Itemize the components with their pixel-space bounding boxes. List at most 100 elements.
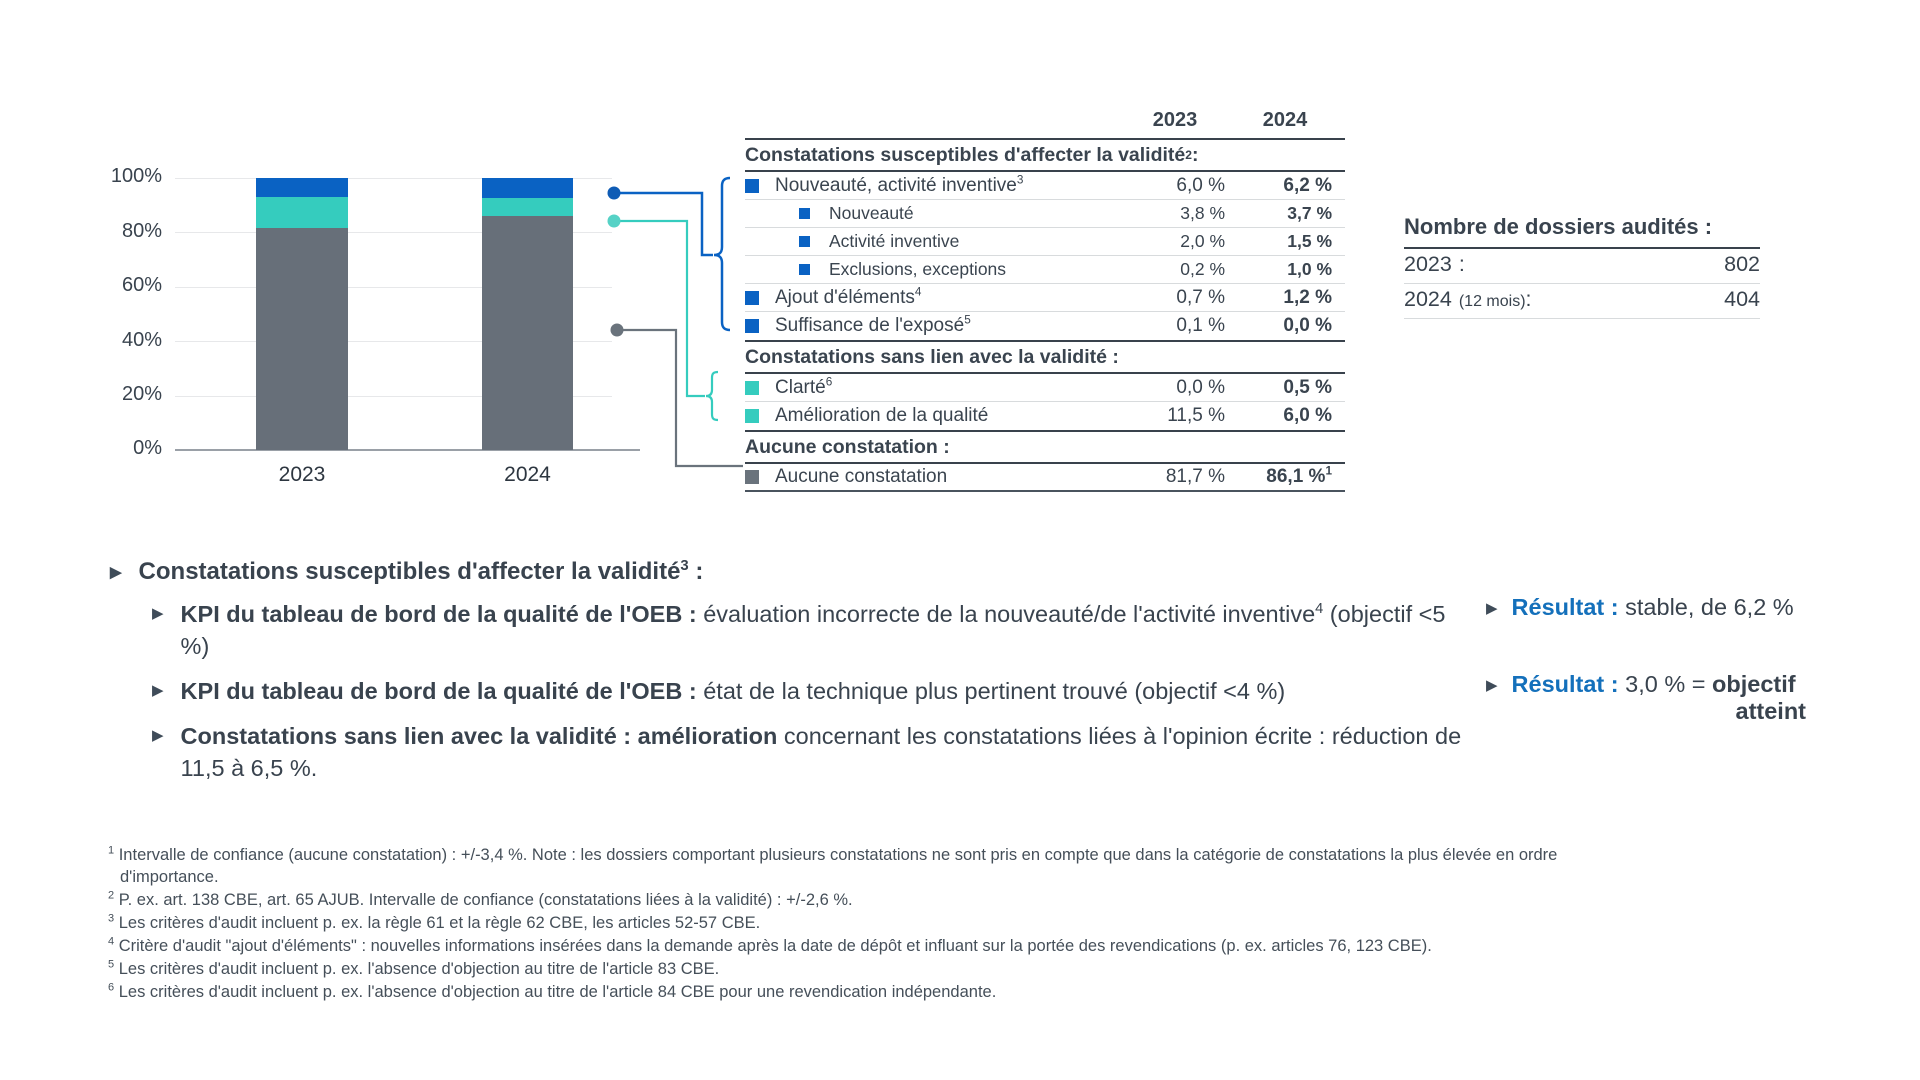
results-column: ▶ Résultat : stable, de 6,2 % ▶ Résultat… xyxy=(1486,594,1868,725)
bar-segment xyxy=(482,215,573,450)
value-2024: 0,5 % xyxy=(1283,376,1332,398)
bar-segment xyxy=(482,198,573,216)
x-axis-label-2023: 2023 xyxy=(278,463,326,486)
table-row: Aucune constatation 81,7 % 86,1 %1 xyxy=(745,464,1345,492)
table-section-header-validity: Constatations susceptibles d'affecter la… xyxy=(745,140,1345,172)
y-axis-tick: 0% xyxy=(133,437,162,459)
footnote: 6 Les critères d'audit incluent p. ex. l… xyxy=(108,981,997,1001)
value-2023: 0,2 % xyxy=(1180,259,1225,279)
bullet-triangle-icon: ▶ xyxy=(152,681,164,699)
blue-square-icon xyxy=(799,264,810,275)
row-label: Clarté6 xyxy=(775,376,833,398)
column-header-2023: 2023 xyxy=(1152,109,1198,131)
row-label: Ajout d'éléments4 xyxy=(775,286,922,308)
bar-segment xyxy=(256,178,348,197)
audited-files-panel: Nombre de dossiers audités : 2023 : 802 … xyxy=(1404,214,1760,319)
y-axis-tick: 40% xyxy=(121,329,162,351)
stacked-bar-chart: 100% 80% 60% 40% 20% 0% 2023 2024 xyxy=(100,160,660,500)
value-2023: 11,5 % xyxy=(1167,405,1225,426)
footnotes: 1 Intervalle de confiance (aucune consta… xyxy=(108,845,1586,1005)
bar-segment xyxy=(482,178,573,199)
row-label: Aucune constatation xyxy=(775,466,948,487)
result-label: Résultat : xyxy=(1511,594,1619,620)
result-item: ▶ Résultat : 3,0 % = objectif atteint xyxy=(1486,671,1806,724)
row-label: Suffisance de l'exposé5 xyxy=(775,315,971,336)
bullet-triangle-icon: ▶ xyxy=(110,564,122,581)
blue-square-icon xyxy=(745,178,759,193)
value-2024: 3,7 % xyxy=(1287,203,1332,223)
bar-segment xyxy=(256,196,348,228)
audited-files-title: Nombre de dossiers audités : xyxy=(1404,214,1760,249)
value-2023: 81,7 % xyxy=(1165,466,1225,487)
audited-count-2023: 802 xyxy=(1724,252,1760,276)
value-2023: 2,0 % xyxy=(1180,231,1225,251)
gridline xyxy=(175,341,612,342)
table-subrow: Nouveauté 3,8 % 3,7 % xyxy=(745,200,1345,228)
blue-square-icon xyxy=(745,319,759,333)
bullet-level2: ▶ KPI du tableau de bord de la qualité d… xyxy=(152,676,1510,708)
teal-square-icon xyxy=(745,380,759,395)
row-label: Nouveauté, activité inventive3 xyxy=(775,174,1024,196)
bullet-triangle-icon: ▶ xyxy=(1486,677,1498,694)
column-header-2024: 2024 xyxy=(1262,109,1308,131)
bullet-triangle-icon: ▶ xyxy=(152,726,164,744)
gridline xyxy=(175,232,612,233)
value-2024: 86,1 %1 xyxy=(1266,464,1332,487)
bullet-triangle-icon: ▶ xyxy=(1486,600,1498,617)
value-2024: 6,0 % xyxy=(1283,405,1332,426)
audited-row-2023: 2023 : 802 xyxy=(1404,249,1760,284)
bar-segment xyxy=(256,227,348,450)
teal-square-icon xyxy=(745,409,759,423)
table-row: Nouveauté, activité inventive3 6,0 % 6,2… xyxy=(745,172,1345,200)
grey-square-icon xyxy=(745,470,759,484)
result-label: Résultat : xyxy=(1511,671,1619,697)
x-axis-line xyxy=(175,449,640,451)
table-subrow: Exclusions, exceptions 0,2 % 1,0 % xyxy=(745,256,1345,284)
value-2023: 6,0 % xyxy=(1176,174,1225,196)
bullet-level1: ▶ Constatations susceptibles d'affecter … xyxy=(110,558,704,585)
table-column-headers: 2023 2024 xyxy=(745,100,1345,140)
row-label: Amélioration de la qualité xyxy=(775,405,989,426)
result-item: ▶ Résultat : stable, de 6,2 % xyxy=(1486,594,1794,620)
y-axis-tick: 80% xyxy=(121,220,162,242)
blue-square-icon xyxy=(799,236,810,247)
y-axis-tick: 60% xyxy=(121,274,162,296)
value-2024: 6,2 % xyxy=(1283,174,1332,196)
row-label: Exclusions, exceptions xyxy=(829,259,1007,279)
blue-square-icon xyxy=(745,290,759,305)
table-row: Amélioration de la qualité 11,5 % 6,0 % xyxy=(745,402,1345,430)
value-2024: 0,0 % xyxy=(1283,315,1332,336)
bullet-level2: ▶ KPI du tableau de bord de la qualité d… xyxy=(152,599,1510,663)
table-row: Suffisance de l'exposé5 0,1 % 0,0 % xyxy=(745,312,1345,340)
audited-count-2024: 404 xyxy=(1724,287,1760,311)
gridline xyxy=(175,396,612,397)
value-2023: 0,1 % xyxy=(1176,315,1225,336)
findings-table: 2023 2024 Constatations susceptibles d'a… xyxy=(745,100,1345,492)
row-label: Activité inventive xyxy=(829,231,960,251)
table-section-header-non-validity: Constatations sans lien avec la validité… xyxy=(745,340,1345,374)
gridline xyxy=(175,287,612,288)
value-2023: 0,0 % xyxy=(1176,376,1225,398)
value-2024: 1,5 % xyxy=(1287,231,1332,251)
row-label: Nouveauté xyxy=(829,203,914,223)
y-axis-tick: 100% xyxy=(110,165,162,187)
value-2024: 1,2 % xyxy=(1283,286,1332,308)
key-findings-bullets: ▶ Constatations susceptibles d'affecter … xyxy=(110,558,1510,785)
audited-row-2024: 2024 (12 mois) : 404 xyxy=(1404,284,1760,319)
table-subrow: Activité inventive 2,0 % 1,5 % xyxy=(745,228,1345,256)
footnote: 5 Les critères d'audit incluent p. ex. l… xyxy=(108,958,720,978)
bullet-level2: ▶ Constatations sans lien avec la validi… xyxy=(152,721,1510,785)
table-section-header-no-finding: Aucune constatation : xyxy=(745,430,1345,464)
stacked-bar-2023 xyxy=(256,178,348,450)
gridline xyxy=(175,178,612,179)
stacked-bar-2024 xyxy=(482,178,573,450)
y-axis-tick: 20% xyxy=(121,383,162,405)
footnote: 3 Les critères d'audit incluent p. ex. l… xyxy=(108,912,761,932)
footnote: 2 P. ex. art. 138 CBE, art. 65 AJUB. Int… xyxy=(108,889,853,909)
blue-bracket xyxy=(713,176,731,332)
value-2024: 1,0 % xyxy=(1287,259,1332,279)
footnote: 4 Critère d'audit "ajout d'éléments" : n… xyxy=(108,935,1432,955)
footnote: 1 Intervalle de confiance (aucune consta… xyxy=(108,844,1558,886)
teal-bracket xyxy=(705,370,719,422)
table-row: Clarté6 0,0 % 0,5 % xyxy=(745,374,1345,402)
